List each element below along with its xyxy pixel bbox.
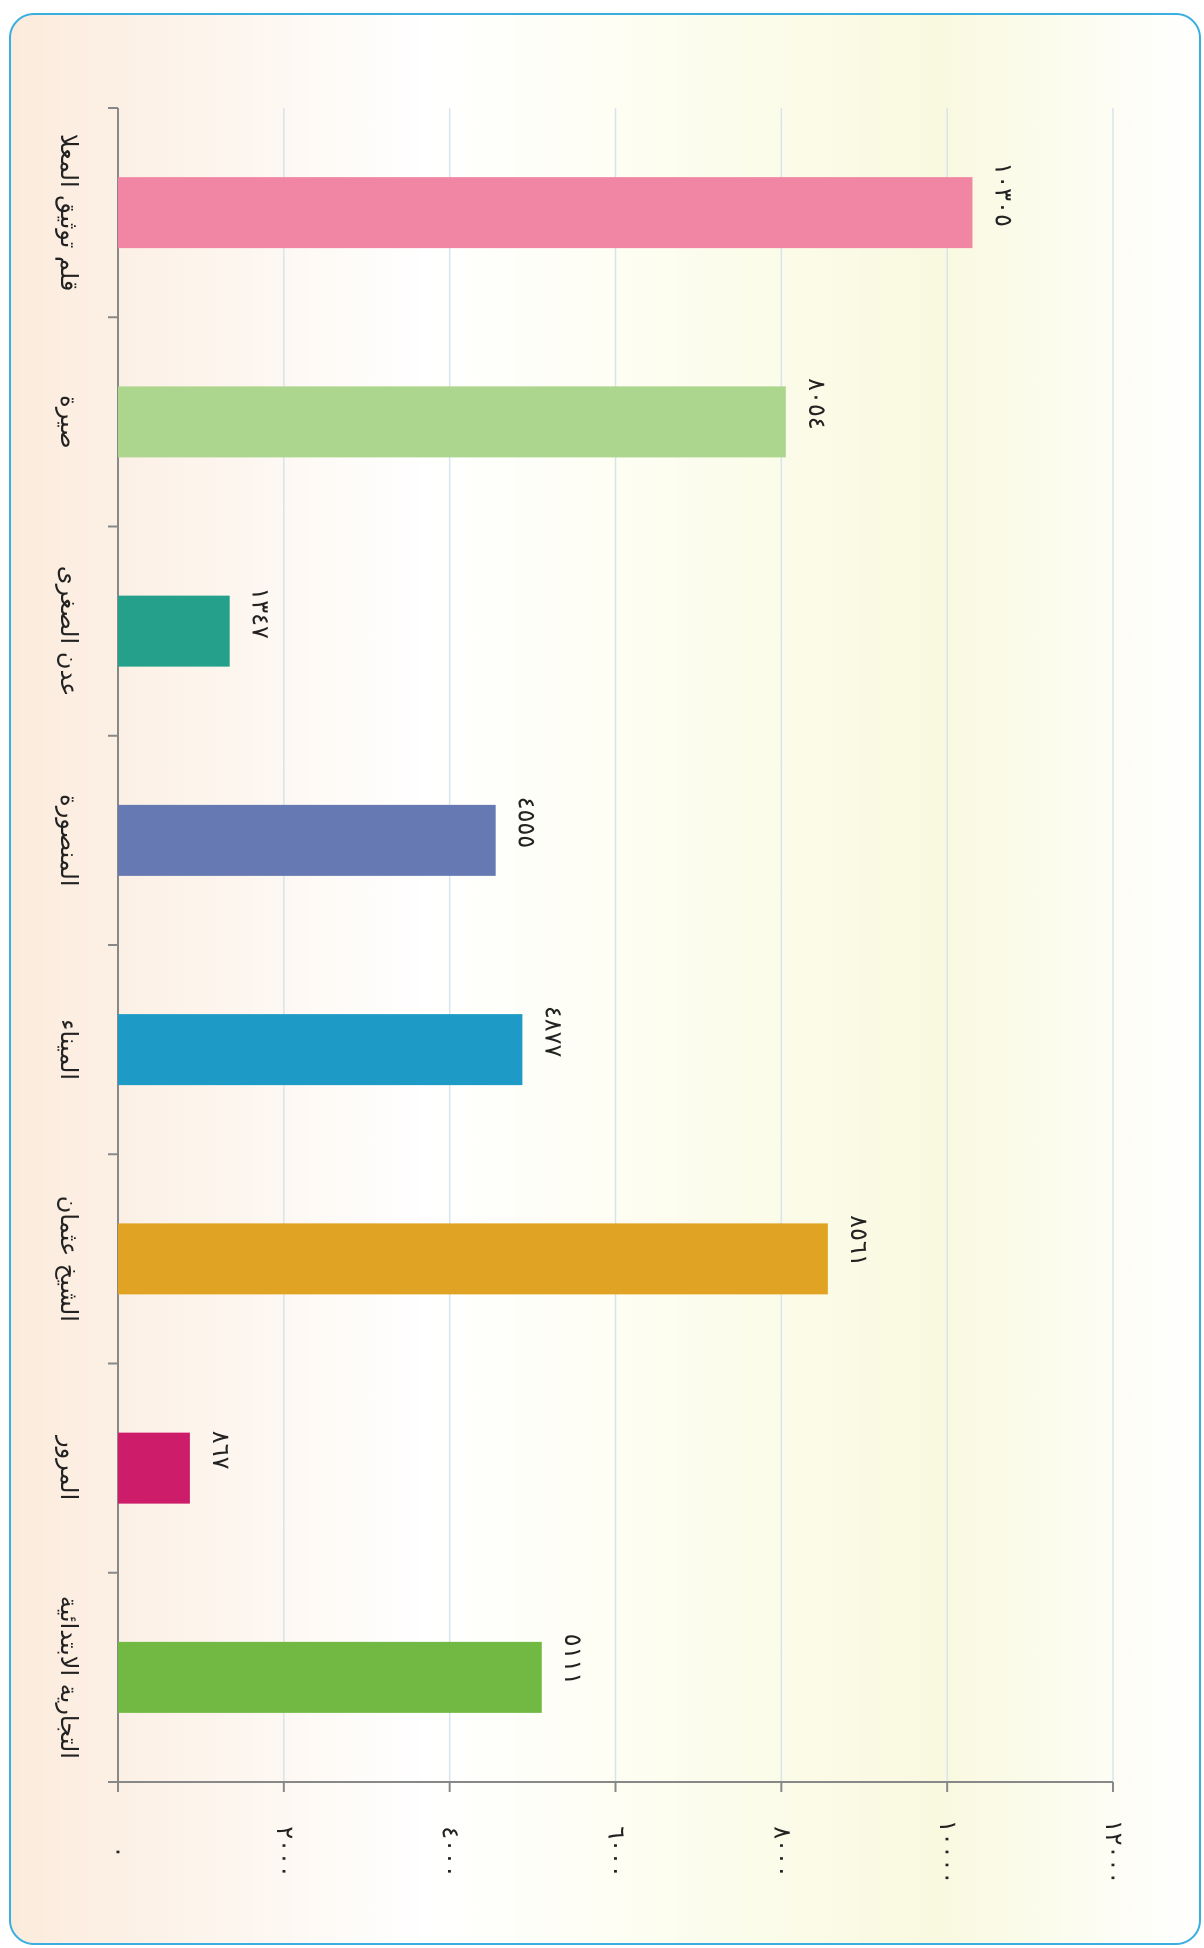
- y-tick-label: عدن الصغرى: [55, 566, 83, 697]
- bar: [118, 386, 786, 458]
- y-tick-label: التجارية الابتدائية: [55, 1596, 83, 1759]
- y-tick-label: قلم توثيق المعلا: [55, 134, 83, 291]
- y-tick-label: المرور: [55, 1435, 83, 1500]
- value-label: ٨٠٥٤: [803, 378, 831, 430]
- x-tick-label: ٢٠٠٠: [271, 1826, 299, 1878]
- bar: [118, 1223, 828, 1295]
- value-label: ٤٥٥٥: [513, 797, 541, 849]
- value-label: ١٠٣٠٥: [989, 162, 1017, 226]
- y-tick-label: صيرة: [55, 395, 83, 448]
- bar: [118, 595, 230, 667]
- y-tick-label: الميناء: [55, 1019, 83, 1080]
- value-label: ٤٨٧٧: [539, 1006, 567, 1058]
- bar: [118, 177, 973, 249]
- chart-background: [9, 13, 1201, 1945]
- value-label: ٥١١١: [559, 1634, 587, 1686]
- bar: [118, 1432, 190, 1504]
- x-tick-label: ١٢٠٠٠: [1100, 1820, 1128, 1884]
- y-tick-label: الشيخ عثمان: [55, 1196, 83, 1322]
- x-tick-label: ٠: [105, 1846, 133, 1859]
- x-tick-label: ١٠٠٠٠: [934, 1820, 962, 1884]
- x-tick-label: ٦٠٠٠: [603, 1826, 631, 1878]
- x-tick-label: ٤٠٠٠: [437, 1826, 465, 1878]
- bar: [118, 804, 496, 876]
- value-label: ٨٦٧: [207, 1431, 235, 1470]
- value-label: ٨٥٦١: [845, 1215, 873, 1267]
- bar: [118, 1014, 523, 1086]
- x-tick-label: ٨٠٠٠: [768, 1826, 796, 1878]
- value-label: ١٣٤٧: [247, 587, 275, 639]
- y-tick-label: المنصورة: [55, 794, 83, 886]
- bar: [118, 1641, 542, 1713]
